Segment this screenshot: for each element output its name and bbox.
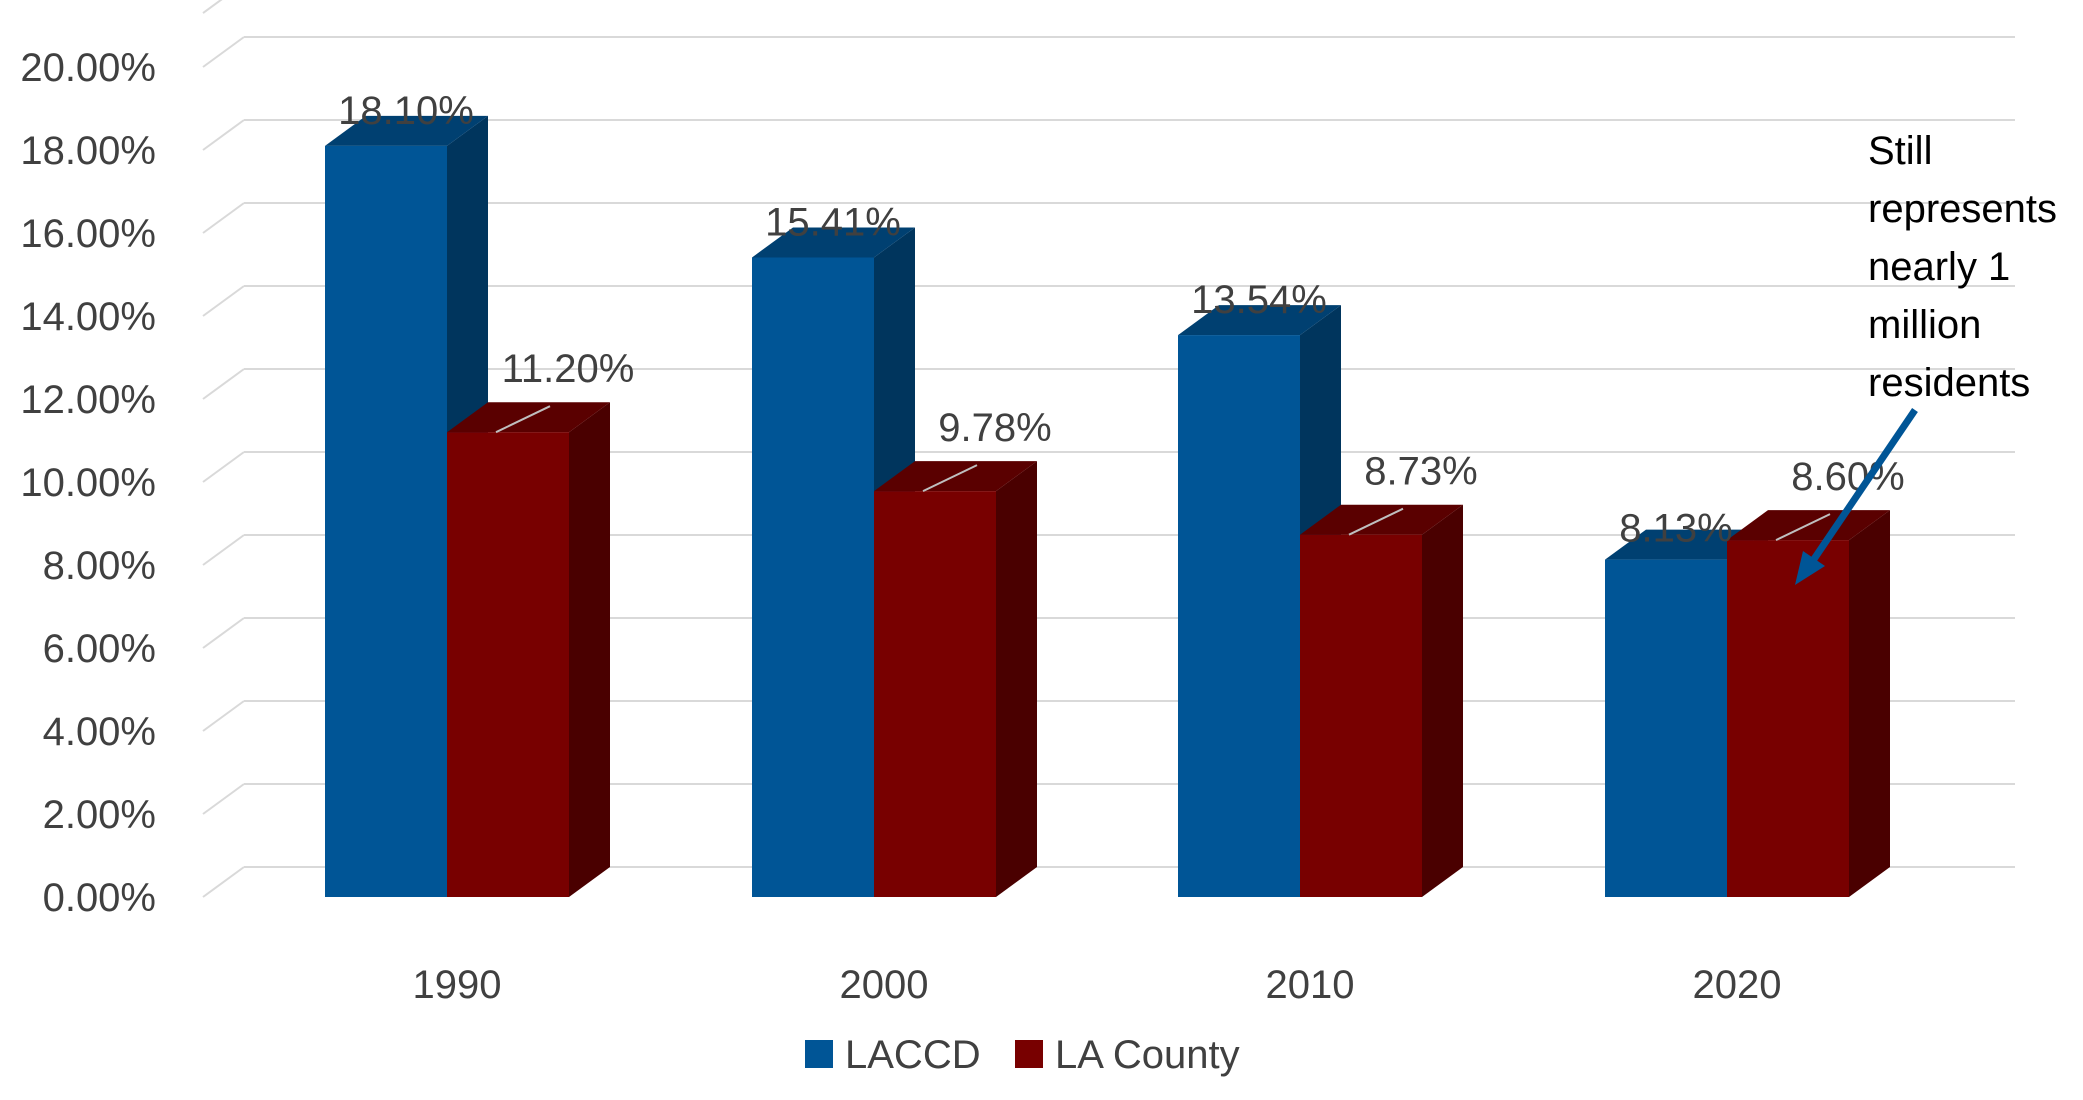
annotation-arrowhead bbox=[1795, 551, 1825, 585]
bar-la-county bbox=[1727, 540, 1849, 897]
bar-side-la-county bbox=[569, 402, 610, 897]
bar-laccd bbox=[752, 257, 874, 897]
data-label: 8.60% bbox=[1791, 455, 1904, 499]
gridline-diagonal bbox=[202, 0, 223, 14]
bar-la-county bbox=[1300, 534, 1422, 897]
data-label: 8.13% bbox=[1619, 507, 1732, 551]
y-tick-label: 16.00% bbox=[20, 212, 156, 256]
bar-top-laccd bbox=[325, 115, 488, 146]
legend-label: LACCD bbox=[845, 1033, 981, 1077]
legend-swatch bbox=[805, 1040, 833, 1068]
gridline-diagonal bbox=[202, 866, 245, 898]
bar-side-la-county bbox=[1849, 510, 1890, 897]
annotation-text: represents bbox=[1868, 187, 2057, 231]
data-label: 13.54% bbox=[1191, 278, 1327, 322]
gridline-diagonal bbox=[202, 285, 245, 317]
y-tick-label: 0.00% bbox=[43, 876, 156, 920]
y-tick-label: 18.00% bbox=[20, 129, 156, 173]
y-tick-label: 8.00% bbox=[43, 544, 156, 588]
y-tick-label: 14.00% bbox=[20, 295, 156, 339]
annotation-text: residents bbox=[1868, 361, 2030, 405]
data-label-leader bbox=[922, 464, 978, 493]
x-tick-label: 2020 bbox=[1693, 963, 1782, 1007]
annotation-text: nearly 1 bbox=[1868, 245, 2010, 289]
y-tick-label: 10.00% bbox=[20, 461, 156, 505]
bar-side-la-county bbox=[1422, 504, 1463, 897]
y-tick-label: 6.00% bbox=[43, 627, 156, 671]
gridline-diagonal bbox=[202, 119, 245, 151]
data-label: 15.41% bbox=[765, 200, 901, 244]
data-label-leader bbox=[1775, 513, 1831, 542]
gridline-diagonal bbox=[202, 451, 245, 483]
gridline-diagonal bbox=[202, 368, 245, 400]
annotation-text: Still bbox=[1868, 129, 1932, 173]
x-tick-label: 2000 bbox=[840, 963, 929, 1007]
data-label-leader bbox=[1348, 507, 1404, 536]
bar-laccd bbox=[325, 145, 447, 898]
data-label: 11.20% bbox=[502, 347, 635, 391]
gridline-diagonal bbox=[202, 534, 245, 566]
data-label-leader bbox=[495, 405, 551, 434]
bar-laccd bbox=[1605, 559, 1727, 897]
legend-swatch bbox=[1015, 1040, 1043, 1068]
y-tick-label: 12.00% bbox=[20, 378, 156, 422]
bar-top-laccd bbox=[752, 227, 915, 258]
data-label: 8.73% bbox=[1364, 450, 1477, 494]
gridline-diagonal bbox=[202, 36, 245, 68]
annotation-arrow bbox=[1807, 408, 1918, 567]
y-tick-label: 20.00% bbox=[20, 46, 156, 90]
annotation-text: million bbox=[1868, 303, 1981, 347]
gridline-diagonal bbox=[202, 783, 245, 815]
legend-label: LA County bbox=[1055, 1033, 1240, 1077]
y-tick-label: 4.00% bbox=[43, 710, 156, 754]
bar-la-county bbox=[874, 491, 996, 897]
gridline-diagonal bbox=[202, 617, 245, 649]
data-label: 9.78% bbox=[938, 406, 1051, 450]
data-label: 18.10% bbox=[338, 89, 474, 133]
x-tick-label: 1990 bbox=[413, 963, 502, 1007]
bar-la-county bbox=[447, 432, 569, 897]
x-tick-label: 2010 bbox=[1266, 963, 1355, 1007]
bar-laccd bbox=[1178, 335, 1300, 898]
gridline-diagonal bbox=[202, 700, 245, 732]
bar-top-laccd bbox=[1178, 305, 1341, 336]
gridline-diagonal bbox=[202, 202, 245, 234]
bar-side-la-county bbox=[996, 461, 1037, 897]
y-tick-label: 2.00% bbox=[43, 793, 156, 837]
